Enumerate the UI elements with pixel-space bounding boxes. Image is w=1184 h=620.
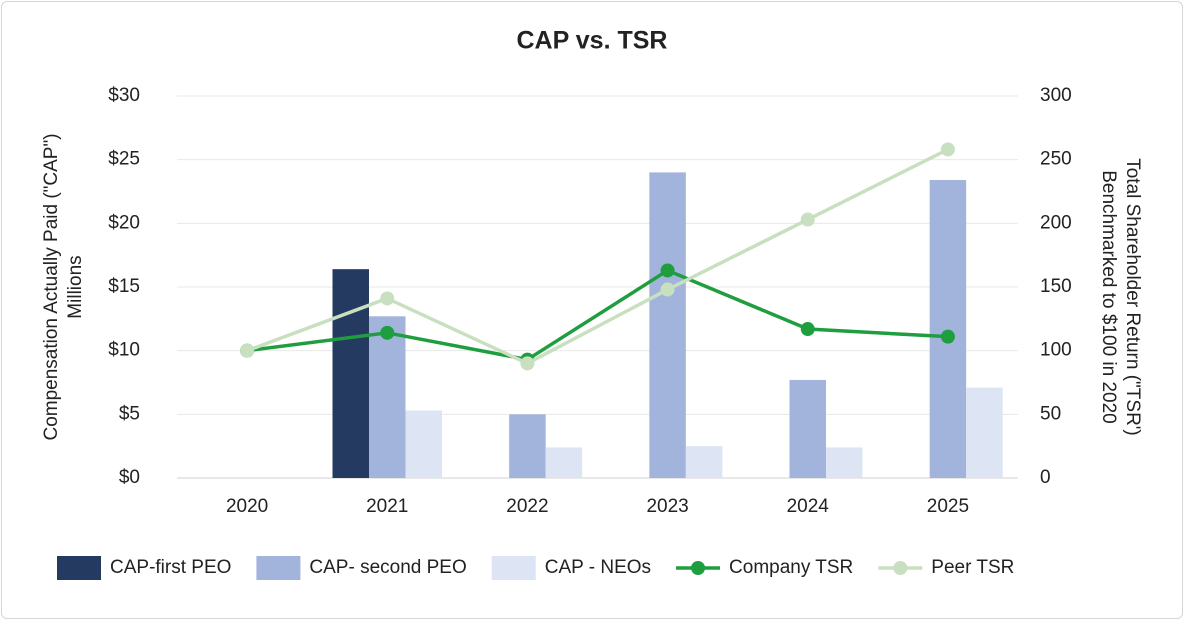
- x-tick-label: 2020: [226, 496, 268, 517]
- legend-label: CAP- second PEO: [309, 557, 466, 578]
- y-tick-label: $25: [108, 149, 140, 170]
- x-tick-label: 2021: [366, 496, 408, 517]
- legend-label: Peer TSR: [931, 557, 1014, 578]
- y-tick-label: $20: [108, 212, 140, 233]
- x-tick-label: 2024: [787, 496, 830, 517]
- y2-axis-label: Benchmarked to $100 in 2020: [1098, 170, 1119, 424]
- legend-label: Company TSR: [729, 557, 853, 578]
- line-point: [380, 291, 395, 306]
- bar: [405, 410, 442, 478]
- y2-tick-label: 300: [1040, 85, 1072, 106]
- y2-tick-label: 150: [1040, 276, 1072, 297]
- bar: [966, 387, 1003, 478]
- y-axis-label: Compensation Actually Paid ("CAP"): [41, 133, 62, 440]
- legend-swatch: [893, 561, 908, 575]
- y2-tick-label: 50: [1040, 403, 1061, 424]
- line: [246, 147, 949, 366]
- line-point: [660, 282, 675, 297]
- y-tick-label: $15: [108, 276, 140, 297]
- y2-tick-label: 0: [1040, 467, 1051, 488]
- y-tick-label: $10: [108, 340, 140, 361]
- legend-label: CAP - NEOs: [545, 557, 651, 578]
- y2-tick-label: 250: [1040, 149, 1072, 170]
- bar: [332, 269, 369, 478]
- bar: [685, 446, 723, 478]
- line-point: [940, 142, 955, 157]
- y2-tick-label: 200: [1040, 212, 1072, 233]
- x-tick-label: 2025: [927, 496, 969, 517]
- y2-axis-label: Total Shareholder Return ("TSR'): [1122, 158, 1143, 436]
- legend-swatch: [256, 556, 301, 580]
- y-tick-label: $30: [108, 85, 140, 106]
- line-point: [660, 263, 675, 278]
- line-point: [940, 329, 955, 344]
- bar: [649, 172, 686, 478]
- line-point: [520, 356, 535, 371]
- line-point: [800, 322, 815, 337]
- bar: [826, 447, 863, 478]
- line-point: [380, 325, 395, 340]
- legend-swatch: [691, 561, 706, 575]
- bar: [545, 447, 583, 478]
- bar: [509, 414, 546, 478]
- line: [246, 268, 949, 362]
- line-point: [240, 343, 255, 358]
- legend-label: CAP-first PEO: [110, 557, 231, 578]
- line-point: [800, 212, 815, 227]
- legend-swatch: [57, 556, 101, 580]
- x-tick-label: 2022: [506, 496, 548, 517]
- y-axis-label: Millions: [65, 255, 86, 318]
- y2-tick-label: 100: [1040, 340, 1072, 361]
- bar: [789, 379, 826, 478]
- y-tick-label: $5: [119, 403, 140, 424]
- legend-swatch: [491, 556, 536, 580]
- bar: [929, 180, 967, 479]
- bar: [369, 316, 406, 478]
- y-tick-label: $0: [119, 467, 140, 488]
- chart-title: CAP vs. TSR: [517, 27, 668, 55]
- x-tick-label: 2023: [646, 496, 688, 517]
